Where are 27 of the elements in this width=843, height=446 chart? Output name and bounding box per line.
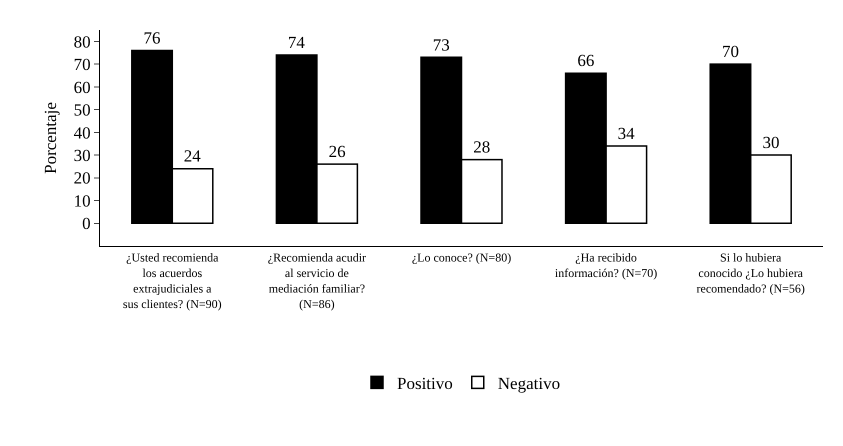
y-tick-label: 80 [74,32,91,52]
legend-label: Positivo [397,374,453,393]
x-tick-label: ¿Recomienda acudir al servicio de mediación familiar? (N=86) [268,250,366,312]
x-tick-label: ¿Lo conoce? (N=80) [412,250,512,264]
data-label: 70 [722,42,739,62]
y-tick-label: 70 [74,55,91,74]
data-label: 74 [288,33,306,52]
y-tick-label: 0 [82,214,91,234]
data-label: 34 [618,124,636,143]
y-tick-label: 50 [74,100,91,120]
data-label: 30 [762,133,780,152]
y-tick-label: 20 [74,168,91,188]
y-tick-label: 10 [74,191,91,210]
x-tick-label: Si lo hubiera conocido ¿Lo hubiera recomendado? (N=56) [696,250,805,296]
data-label: 66 [577,51,594,70]
legend-label: Negativo [498,374,560,393]
y-tick-label: 30 [74,146,91,165]
data-label: 24 [184,146,202,166]
x-tick-label: ¿Usted recomienda los acuerdos extrajudiciales a sus clientes? (N=90) [122,250,222,312]
y-axis-title: Porcentaje [41,102,60,174]
data-label: 73 [432,35,450,54]
data-label: 28 [473,138,490,157]
data-label: 26 [328,142,346,162]
data-label: 76 [144,28,161,48]
y-tick-label: 40 [74,123,91,142]
x-tick-label: ¿Ha recibido información? (N=70) [554,250,658,280]
y-tick-label: 60 [74,78,91,97]
